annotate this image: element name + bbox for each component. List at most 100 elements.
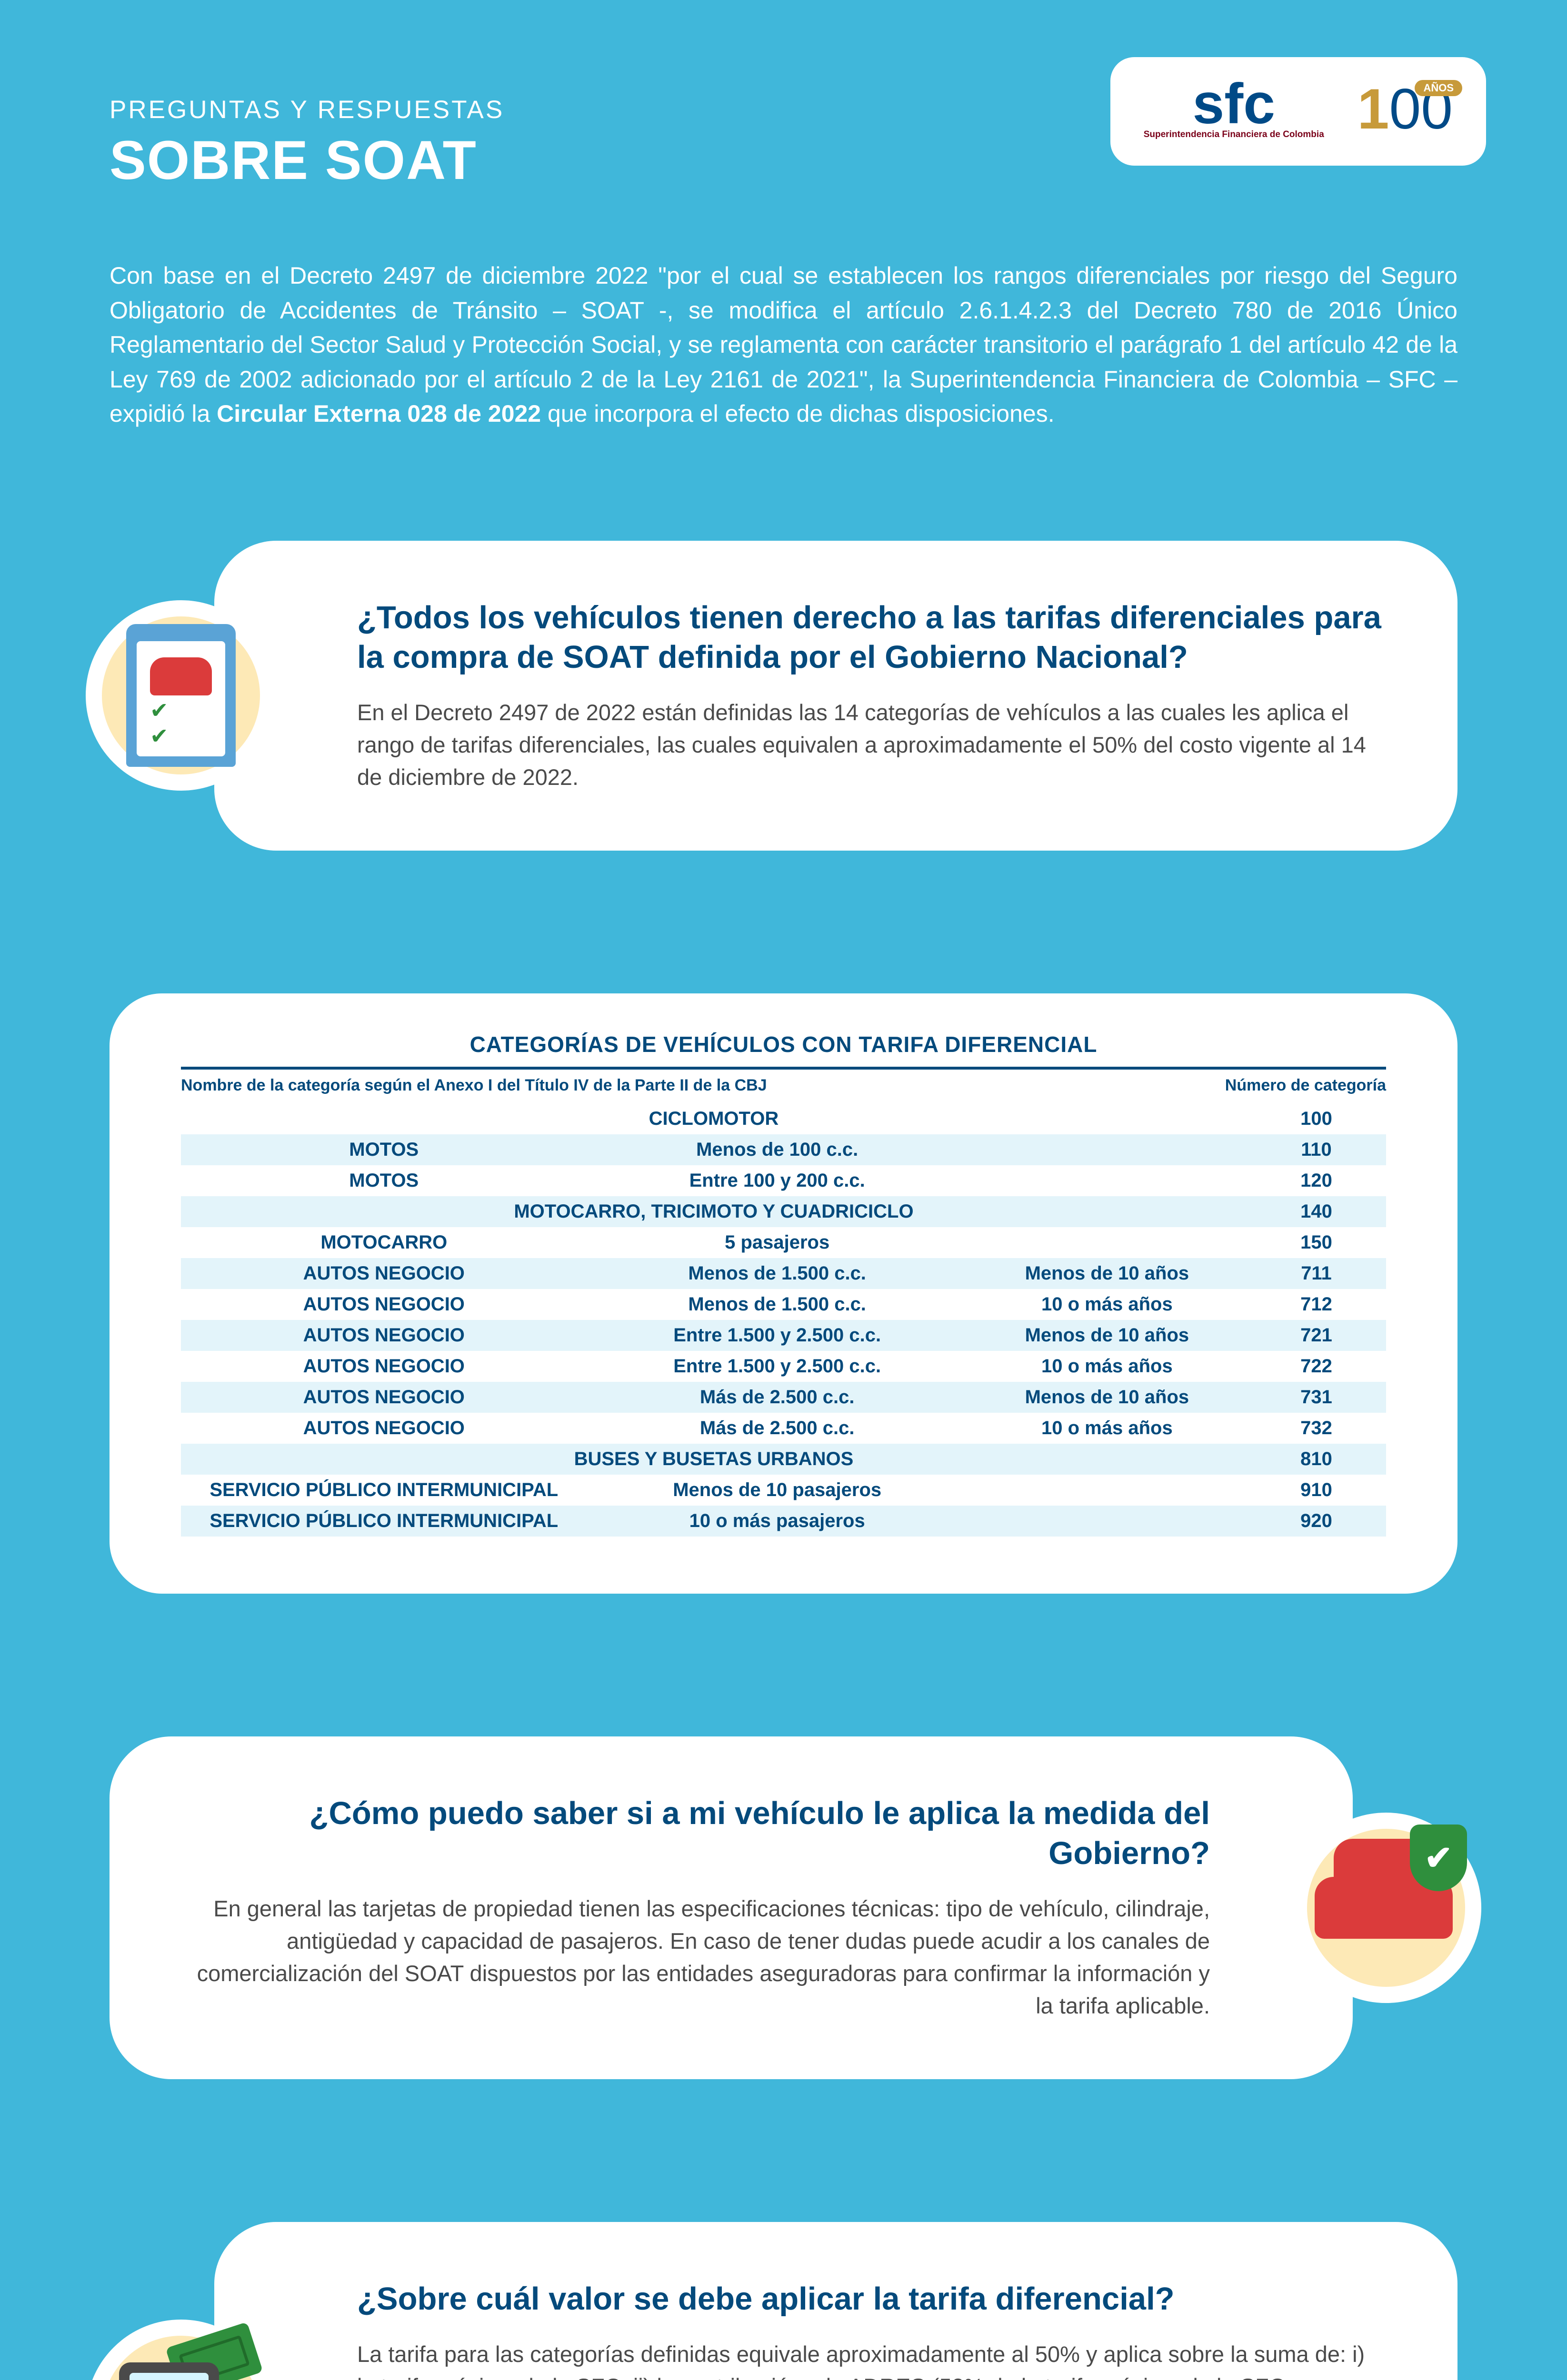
cell-code: 150 <box>1247 1232 1386 1253</box>
intro-tail: que incorpora el efecto de dichas dispos… <box>548 400 1055 427</box>
table-row: AUTOS NEGOCIOMenos de 1.500 c.c.10 o más… <box>181 1289 1386 1320</box>
table-row: MOTOCARRO5 pasajeros 150 <box>181 1227 1386 1258</box>
q1-body: En el Decreto 2497 de 2022 están definid… <box>357 696 1381 793</box>
table-title: CATEGORÍAS DE VEHÍCULOS CON TARIFA DIFER… <box>181 1031 1386 1070</box>
cell-spec1: 5 pasajeros <box>587 1232 968 1253</box>
table-row: AUTOS NEGOCIOMenos de 1.500 c.c.Menos de… <box>181 1258 1386 1289</box>
table-row: AUTOS NEGOCIOEntre 1.500 y 2.500 c.c.Men… <box>181 1320 1386 1351</box>
table-row: AUTOS NEGOCIOMás de 2.500 c.c.10 o más a… <box>181 1413 1386 1444</box>
page-title: SOBRE SOAT <box>110 129 504 192</box>
cell-name: MOTOCARRO, TRICIMOTO Y CUADRICICLO <box>181 1201 1247 1222</box>
shield-check-icon: ✔ <box>1410 1825 1467 1891</box>
cell-spec1: Menos de 100 c.c. <box>587 1139 968 1160</box>
cell-code: 920 <box>1247 1510 1386 1532</box>
years-badge: AÑOS <box>1415 80 1462 96</box>
qa-flow: ✔✔ ¿Todos los vehículos tienen derecho a… <box>110 541 1457 2380</box>
cell-code: 810 <box>1247 1448 1386 1470</box>
car-body-icon: ✔ <box>1315 1877 1453 1939</box>
table-row: MOTOCARRO, TRICIMOTO Y CUADRICICLO140 <box>181 1196 1386 1227</box>
sfc-logo-text: sfc <box>1193 72 1275 136</box>
cell-spec2: Menos de 10 años <box>968 1325 1247 1346</box>
cell-code: 732 <box>1247 1418 1386 1439</box>
q2-title: ¿Cómo puedo saber si a mi vehículo le ap… <box>186 1794 1210 1874</box>
intro-paragraph: Con base en el Decreto 2497 de diciembre… <box>110 258 1457 431</box>
cell-spec1: Más de 2.500 c.c. <box>587 1387 968 1408</box>
cell-spec1: Entre 1.500 y 2.500 c.c. <box>587 1325 968 1346</box>
cell-code: 722 <box>1247 1356 1386 1377</box>
table-row: MOTOSEntre 100 y 200 c.c. 120 <box>181 1165 1386 1196</box>
cell-name: AUTOS NEGOCIO <box>181 1418 587 1439</box>
supertitle: PREGUNTAS Y RESPUESTAS <box>110 95 504 124</box>
cell-name: AUTOS NEGOCIO <box>181 1325 587 1346</box>
q2-card: ✔ ¿Cómo puedo saber si a mi vehículo le … <box>110 1736 1353 2079</box>
car-glyph-icon <box>150 657 212 695</box>
cell-spec1: Menos de 1.500 c.c. <box>587 1294 968 1315</box>
calculator-icon <box>119 2362 219 2380</box>
intro-bold: Circular Externa 028 de 2022 <box>217 400 541 427</box>
cell-spec1: Entre 1.500 y 2.500 c.c. <box>587 1356 968 1377</box>
cell-code: 712 <box>1247 1294 1386 1315</box>
cell-code: 120 <box>1247 1170 1386 1191</box>
header-titles: PREGUNTAS Y RESPUESTAS SOBRE SOAT <box>110 95 504 192</box>
cell-spec1: Menos de 1.500 c.c. <box>587 1263 968 1284</box>
q3-card: ¿Sobre cuál valor se debe aplicar la tar… <box>214 2222 1457 2380</box>
cell-name: MOTOS <box>181 1170 587 1191</box>
table-row: SERVICIO PÚBLICO INTERMUNICIPAL10 o más … <box>181 1506 1386 1537</box>
page: PREGUNTAS Y RESPUESTAS SOBRE SOAT sfc Su… <box>0 0 1567 2380</box>
sfc-logo: sfc Superintendencia Financiera de Colom… <box>1144 78 1324 140</box>
q1-title: ¿Todos los vehículos tienen derecho a la… <box>357 598 1381 678</box>
categories-table-card: CATEGORÍAS DE VEHÍCULOS CON TARIFA DIFER… <box>110 993 1457 1594</box>
header: PREGUNTAS Y RESPUESTAS SOBRE SOAT sfc Su… <box>110 95 1457 192</box>
cell-name: MOTOCARRO <box>181 1232 587 1253</box>
cell-name: BUSES Y BUSETAS URBANOS <box>181 1448 1247 1470</box>
cell-name: MOTOS <box>181 1139 587 1160</box>
table-head: Nombre de la categoría según el Anexo I … <box>181 1076 1386 1095</box>
table-head-left: Nombre de la categoría según el Anexo I … <box>181 1076 767 1095</box>
cell-name: AUTOS NEGOCIO <box>181 1294 587 1315</box>
cell-code: 711 <box>1247 1263 1386 1284</box>
cell-spec2: 10 o más años <box>968 1294 1247 1315</box>
clipboard-car-icon: ✔✔ <box>126 624 236 767</box>
years-logo: 1 00 AÑOS <box>1357 76 1453 142</box>
cell-spec2: Menos de 10 años <box>968 1387 1247 1408</box>
cell-name: AUTOS NEGOCIO <box>181 1356 587 1377</box>
cell-spec2: 10 o más años <box>968 1418 1247 1439</box>
table-body: CICLOMOTOR100MOTOSMenos de 100 c.c.110MO… <box>181 1103 1386 1537</box>
table-row: CICLOMOTOR100 <box>181 1103 1386 1134</box>
cell-spec1: Más de 2.500 c.c. <box>587 1418 968 1439</box>
car-shield-icon: ✔ <box>1315 1877 1457 1939</box>
table-row: BUSES Y BUSETAS URBANOS810 <box>181 1444 1386 1475</box>
cell-code: 140 <box>1247 1201 1386 1222</box>
cell-name: AUTOS NEGOCIO <box>181 1263 587 1284</box>
cell-code: 100 <box>1247 1108 1386 1130</box>
table-row: AUTOS NEGOCIOMás de 2.500 c.c.Menos de 1… <box>181 1382 1386 1413</box>
cell-code: 721 <box>1247 1325 1386 1346</box>
q2-icon: ✔ <box>1291 1813 1481 2003</box>
cell-spec2: Menos de 10 años <box>968 1263 1247 1284</box>
years-00: 00 AÑOS <box>1389 76 1453 142</box>
cell-name: SERVICIO PÚBLICO INTERMUNICIPAL <box>181 1479 587 1501</box>
table-row: MOTOSMenos de 100 c.c. 110 <box>181 1134 1386 1165</box>
cell-name: CICLOMOTOR <box>181 1108 1247 1130</box>
table-row: AUTOS NEGOCIOEntre 1.500 y 2.500 c.c.10 … <box>181 1351 1386 1382</box>
cell-name: AUTOS NEGOCIO <box>181 1387 587 1408</box>
q2-body: En general las tarjetas de propiedad tie… <box>186 1893 1210 2023</box>
check-glyph-icon: ✔✔ <box>150 697 169 749</box>
q3-icon <box>86 2320 276 2380</box>
calculator-cash-icon <box>119 2348 243 2380</box>
cell-spec1: Menos de 10 pasajeros <box>587 1479 968 1501</box>
table-row: SERVICIO PÚBLICO INTERMUNICIPALMenos de … <box>181 1475 1386 1506</box>
cell-spec1: Entre 100 y 200 c.c. <box>587 1170 968 1191</box>
q3-body1: La tarifa para las categorías definidas … <box>357 2338 1381 2380</box>
q1-card: ✔✔ ¿Todos los vehículos tienen derecho a… <box>214 541 1457 851</box>
sfc-logo-sub: Superintendencia Financiera de Colombia <box>1144 129 1324 140</box>
cell-spec2: 10 o más años <box>968 1356 1247 1377</box>
q1-icon: ✔✔ <box>86 600 276 791</box>
q3-title: ¿Sobre cuál valor se debe aplicar la tar… <box>357 2279 1381 2319</box>
spacer <box>110 2079 1457 2222</box>
cell-name: SERVICIO PÚBLICO INTERMUNICIPAL <box>181 1510 587 1532</box>
cell-code: 910 <box>1247 1479 1386 1501</box>
cell-code: 110 <box>1247 1139 1386 1160</box>
years-1: 1 <box>1357 76 1389 142</box>
cell-code: 731 <box>1247 1387 1386 1408</box>
